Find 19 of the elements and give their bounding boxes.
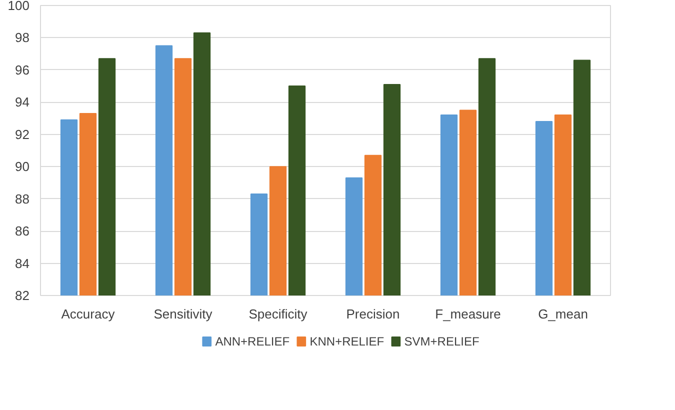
x-tick-label: F_measure (435, 306, 501, 322)
y-tick-label: 92 (15, 126, 30, 142)
y-tick-label: 86 (15, 224, 30, 239)
legend-label: ANN+RELIEF (215, 334, 290, 348)
x-tick-label: Accuracy (61, 306, 116, 322)
y-tick-label: 84 (15, 256, 30, 271)
x-tick-label: G_mean (538, 306, 588, 322)
x-tick-label: Precision (346, 306, 400, 322)
y-tick-label: 90 (15, 159, 30, 174)
y-tick-label: 94 (15, 94, 30, 110)
y-tick-label: 88 (15, 191, 30, 206)
y-tick-label: 100 (8, 0, 30, 13)
y-tick-label: 82 (15, 288, 30, 303)
x-tick-label: Specificity (248, 306, 308, 322)
y-tick-label: 96 (15, 62, 30, 78)
x-tick-label: Sensitivity (154, 306, 213, 322)
y-tick-label: 98 (15, 30, 30, 46)
legend-label: SVM+RELIEF (404, 334, 480, 348)
legend-label: KNN+RELIEF (310, 334, 384, 348)
